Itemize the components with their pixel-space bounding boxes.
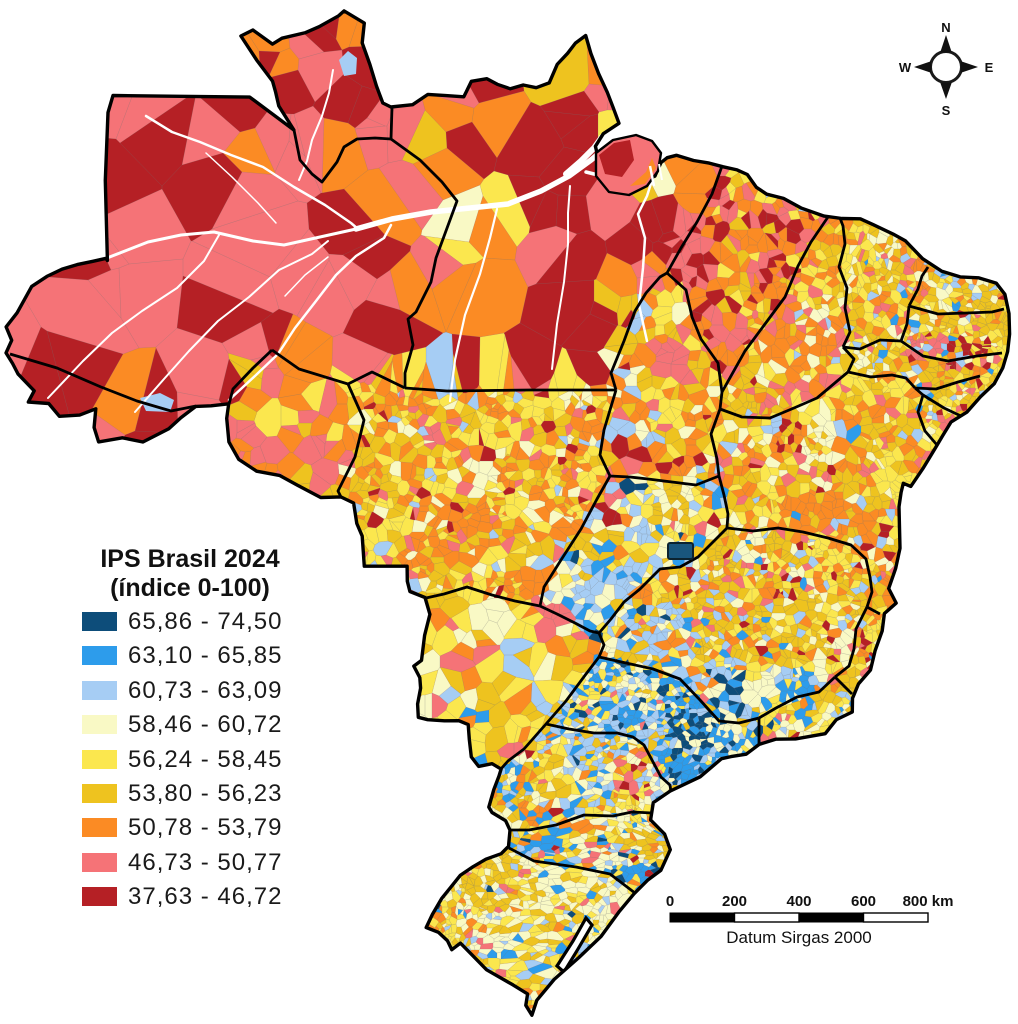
svg-text:N: N — [941, 20, 950, 35]
svg-text:200: 200 — [722, 893, 747, 910]
svg-text:W: W — [899, 60, 912, 75]
svg-text:0: 0 — [666, 893, 674, 910]
svg-text:800 km: 800 km — [903, 893, 954, 910]
svg-text:Datum Sirgas 2000: Datum Sirgas 2000 — [726, 928, 872, 947]
svg-text:600: 600 — [851, 893, 876, 910]
svg-text:S: S — [942, 103, 951, 118]
svg-text:400: 400 — [786, 893, 811, 910]
svg-text:E: E — [985, 60, 994, 75]
